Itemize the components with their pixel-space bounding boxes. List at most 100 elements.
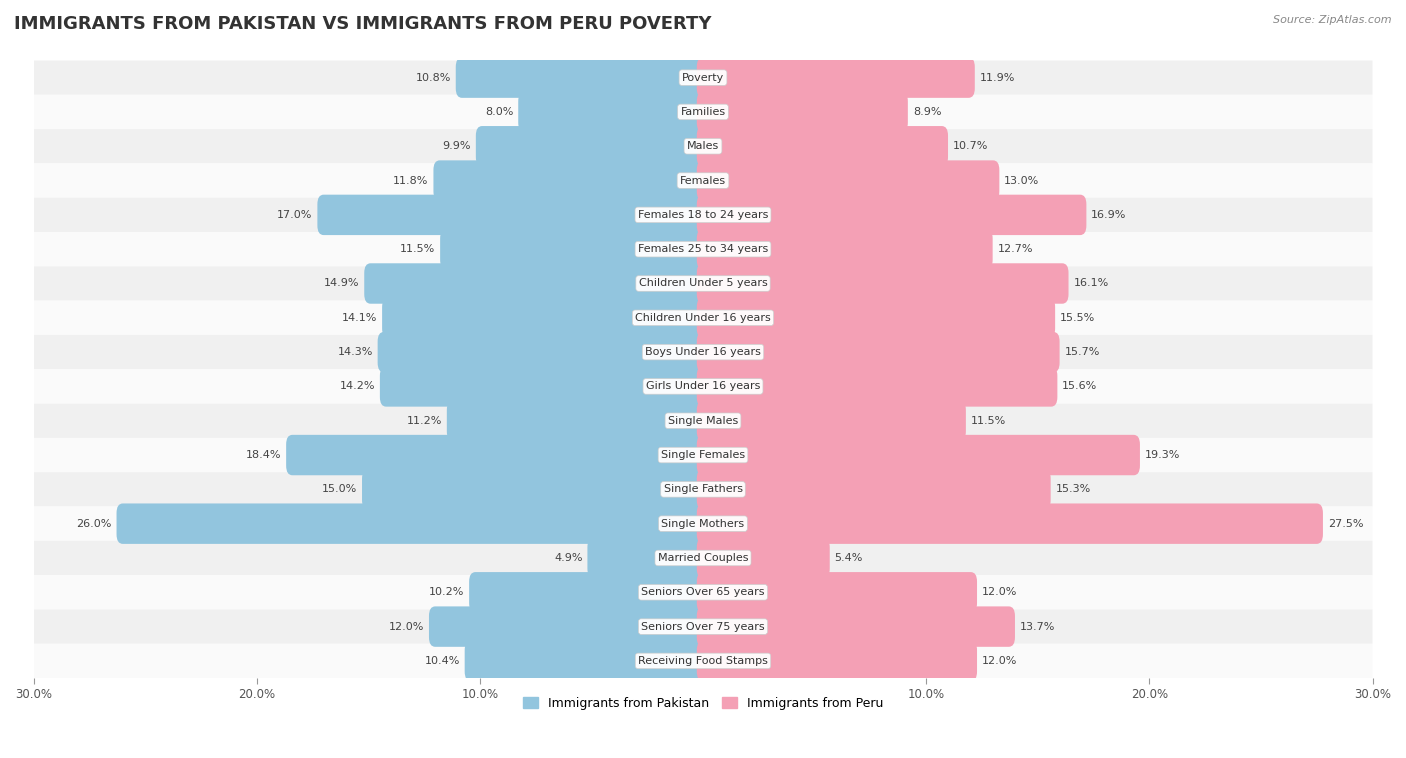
Text: Males: Males bbox=[688, 141, 718, 152]
Text: 8.0%: 8.0% bbox=[485, 107, 513, 117]
Text: 14.1%: 14.1% bbox=[342, 313, 377, 323]
FancyBboxPatch shape bbox=[117, 503, 709, 544]
Text: Receiving Food Stamps: Receiving Food Stamps bbox=[638, 656, 768, 666]
Text: 11.9%: 11.9% bbox=[980, 73, 1015, 83]
Text: 17.0%: 17.0% bbox=[277, 210, 312, 220]
Text: Boys Under 16 years: Boys Under 16 years bbox=[645, 347, 761, 357]
Text: 16.1%: 16.1% bbox=[1073, 278, 1109, 289]
Text: 12.0%: 12.0% bbox=[981, 656, 1018, 666]
FancyBboxPatch shape bbox=[34, 472, 1372, 506]
FancyBboxPatch shape bbox=[34, 540, 1372, 575]
Text: Girls Under 16 years: Girls Under 16 years bbox=[645, 381, 761, 391]
FancyBboxPatch shape bbox=[697, 435, 1140, 475]
FancyBboxPatch shape bbox=[34, 609, 1372, 644]
FancyBboxPatch shape bbox=[318, 195, 709, 235]
Text: Families: Families bbox=[681, 107, 725, 117]
Text: Females 25 to 34 years: Females 25 to 34 years bbox=[638, 244, 768, 254]
FancyBboxPatch shape bbox=[433, 161, 709, 201]
Text: 11.8%: 11.8% bbox=[394, 176, 429, 186]
Text: Source: ZipAtlas.com: Source: ZipAtlas.com bbox=[1274, 15, 1392, 25]
FancyBboxPatch shape bbox=[697, 92, 908, 132]
Text: 18.4%: 18.4% bbox=[246, 450, 281, 460]
FancyBboxPatch shape bbox=[34, 301, 1372, 335]
FancyBboxPatch shape bbox=[34, 369, 1372, 403]
FancyBboxPatch shape bbox=[287, 435, 709, 475]
Text: 15.3%: 15.3% bbox=[1056, 484, 1091, 494]
FancyBboxPatch shape bbox=[34, 266, 1372, 301]
Text: 13.0%: 13.0% bbox=[1004, 176, 1039, 186]
FancyBboxPatch shape bbox=[382, 298, 709, 338]
Text: 15.5%: 15.5% bbox=[1060, 313, 1095, 323]
Text: 19.3%: 19.3% bbox=[1144, 450, 1180, 460]
Text: Married Couples: Married Couples bbox=[658, 553, 748, 563]
Text: 26.0%: 26.0% bbox=[76, 518, 111, 528]
FancyBboxPatch shape bbox=[456, 58, 709, 98]
FancyBboxPatch shape bbox=[34, 61, 1372, 95]
FancyBboxPatch shape bbox=[34, 575, 1372, 609]
FancyBboxPatch shape bbox=[440, 229, 709, 269]
Text: 12.0%: 12.0% bbox=[981, 587, 1018, 597]
Text: 11.5%: 11.5% bbox=[970, 415, 1007, 426]
FancyBboxPatch shape bbox=[470, 572, 709, 612]
Text: 16.9%: 16.9% bbox=[1091, 210, 1126, 220]
Text: 10.4%: 10.4% bbox=[425, 656, 460, 666]
Text: 14.9%: 14.9% bbox=[323, 278, 360, 289]
FancyBboxPatch shape bbox=[697, 537, 830, 578]
Text: 12.7%: 12.7% bbox=[998, 244, 1033, 254]
Text: 4.9%: 4.9% bbox=[554, 553, 582, 563]
FancyBboxPatch shape bbox=[697, 58, 974, 98]
Text: Single Females: Single Females bbox=[661, 450, 745, 460]
Text: Single Mothers: Single Mothers bbox=[661, 518, 745, 528]
FancyBboxPatch shape bbox=[697, 606, 1015, 647]
FancyBboxPatch shape bbox=[697, 229, 993, 269]
Text: 27.5%: 27.5% bbox=[1327, 518, 1364, 528]
FancyBboxPatch shape bbox=[34, 164, 1372, 198]
FancyBboxPatch shape bbox=[380, 366, 709, 406]
FancyBboxPatch shape bbox=[378, 332, 709, 372]
FancyBboxPatch shape bbox=[697, 469, 1050, 509]
FancyBboxPatch shape bbox=[697, 366, 1057, 406]
FancyBboxPatch shape bbox=[34, 95, 1372, 129]
Text: Seniors Over 65 years: Seniors Over 65 years bbox=[641, 587, 765, 597]
FancyBboxPatch shape bbox=[697, 195, 1087, 235]
FancyBboxPatch shape bbox=[364, 263, 709, 304]
Text: 9.9%: 9.9% bbox=[443, 141, 471, 152]
Text: 11.5%: 11.5% bbox=[399, 244, 436, 254]
Text: 10.2%: 10.2% bbox=[429, 587, 464, 597]
FancyBboxPatch shape bbox=[464, 641, 709, 681]
FancyBboxPatch shape bbox=[447, 400, 709, 441]
Text: 12.0%: 12.0% bbox=[388, 622, 425, 631]
Text: Poverty: Poverty bbox=[682, 73, 724, 83]
FancyBboxPatch shape bbox=[697, 503, 1323, 544]
FancyBboxPatch shape bbox=[588, 537, 709, 578]
Text: Single Males: Single Males bbox=[668, 415, 738, 426]
FancyBboxPatch shape bbox=[34, 438, 1372, 472]
Text: Seniors Over 75 years: Seniors Over 75 years bbox=[641, 622, 765, 631]
FancyBboxPatch shape bbox=[34, 506, 1372, 540]
Text: Females: Females bbox=[681, 176, 725, 186]
FancyBboxPatch shape bbox=[34, 335, 1372, 369]
FancyBboxPatch shape bbox=[34, 198, 1372, 232]
Text: 10.8%: 10.8% bbox=[415, 73, 451, 83]
Text: 15.0%: 15.0% bbox=[322, 484, 357, 494]
Text: 11.2%: 11.2% bbox=[406, 415, 441, 426]
Text: Females 18 to 24 years: Females 18 to 24 years bbox=[638, 210, 768, 220]
Text: 15.7%: 15.7% bbox=[1064, 347, 1099, 357]
Legend: Immigrants from Pakistan, Immigrants from Peru: Immigrants from Pakistan, Immigrants fro… bbox=[517, 692, 889, 715]
FancyBboxPatch shape bbox=[697, 298, 1054, 338]
FancyBboxPatch shape bbox=[697, 641, 977, 681]
Text: 10.7%: 10.7% bbox=[953, 141, 988, 152]
Text: 5.4%: 5.4% bbox=[835, 553, 863, 563]
FancyBboxPatch shape bbox=[697, 332, 1060, 372]
Text: Children Under 5 years: Children Under 5 years bbox=[638, 278, 768, 289]
Text: 14.2%: 14.2% bbox=[339, 381, 375, 391]
FancyBboxPatch shape bbox=[697, 161, 1000, 201]
Text: 13.7%: 13.7% bbox=[1019, 622, 1056, 631]
FancyBboxPatch shape bbox=[429, 606, 709, 647]
FancyBboxPatch shape bbox=[361, 469, 709, 509]
Text: 8.9%: 8.9% bbox=[912, 107, 941, 117]
FancyBboxPatch shape bbox=[34, 644, 1372, 678]
FancyBboxPatch shape bbox=[519, 92, 709, 132]
Text: Single Fathers: Single Fathers bbox=[664, 484, 742, 494]
FancyBboxPatch shape bbox=[697, 263, 1069, 304]
